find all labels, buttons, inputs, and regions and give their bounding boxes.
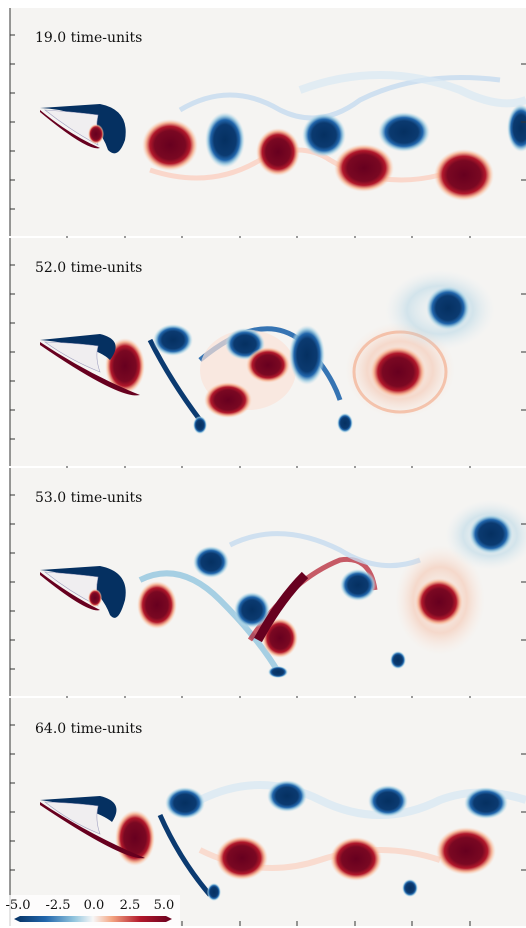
panel-3-time-label: 53.0 time-units <box>35 490 142 506</box>
colorbar-bar <box>14 916 172 922</box>
panel-3-vortex-field <box>40 500 526 678</box>
vortex <box>330 837 382 881</box>
panel-1-time-label: 19.0 time-units <box>35 30 142 46</box>
colorbar-tick-label: 2.5 <box>120 898 141 913</box>
vortex <box>334 144 394 192</box>
panel-2: 52.0 time-units <box>9 238 526 472</box>
vortex <box>469 514 513 554</box>
vortex <box>340 569 376 601</box>
vortex <box>137 581 177 629</box>
vortex <box>204 382 252 418</box>
vortex <box>105 338 145 394</box>
vortex <box>289 325 325 385</box>
vortex <box>115 810 155 866</box>
vortex <box>268 666 288 678</box>
vortex <box>246 347 290 383</box>
vortex <box>368 785 408 817</box>
vortex <box>426 286 470 330</box>
panel-4-time-label: 64.0 time-units <box>35 721 142 737</box>
vortex <box>153 324 193 356</box>
vortex <box>193 546 229 578</box>
panel-4-vortex-field <box>40 780 526 901</box>
vortex <box>256 128 300 176</box>
vortex <box>464 787 508 819</box>
vortex <box>434 149 494 201</box>
panel-2-time-label: 52.0 time-units <box>35 260 142 276</box>
panel-4: 64.0 time-units <box>9 698 526 926</box>
vortex <box>193 416 207 434</box>
vortex <box>415 578 463 626</box>
panel-1: 19.0 time-units <box>9 8 526 242</box>
vortex <box>234 592 270 628</box>
colorbar-tick-label: 0.0 <box>84 898 105 913</box>
panel-4-axis-ticks <box>9 698 526 926</box>
colorbar-tick-label: -2.5 <box>45 898 70 913</box>
vortex <box>165 787 205 819</box>
panel-3: 53.0 time-units <box>9 468 526 702</box>
vortex <box>216 836 268 880</box>
colorbar: -5.0 -2.5 0.0 2.5 5.0 <box>5 895 180 927</box>
vortex <box>378 112 430 152</box>
vortex <box>402 879 418 897</box>
vortex <box>436 827 496 875</box>
vortex <box>205 112 245 168</box>
vortex <box>390 651 406 669</box>
vortex <box>370 346 426 398</box>
panel-2-vortex-field <box>40 270 495 434</box>
vortex <box>262 618 298 658</box>
vortex <box>207 883 221 901</box>
vortex <box>142 119 198 171</box>
vortex <box>507 104 526 152</box>
panel-1-vortex-field <box>40 71 526 201</box>
colorbar-tick-label: -5.0 <box>5 898 30 913</box>
panel-1-axis-ticks <box>9 8 526 242</box>
colorbar-tick-label: 5.0 <box>154 898 175 913</box>
vortex <box>267 780 307 812</box>
vortex <box>302 113 346 157</box>
vortex <box>337 413 353 433</box>
